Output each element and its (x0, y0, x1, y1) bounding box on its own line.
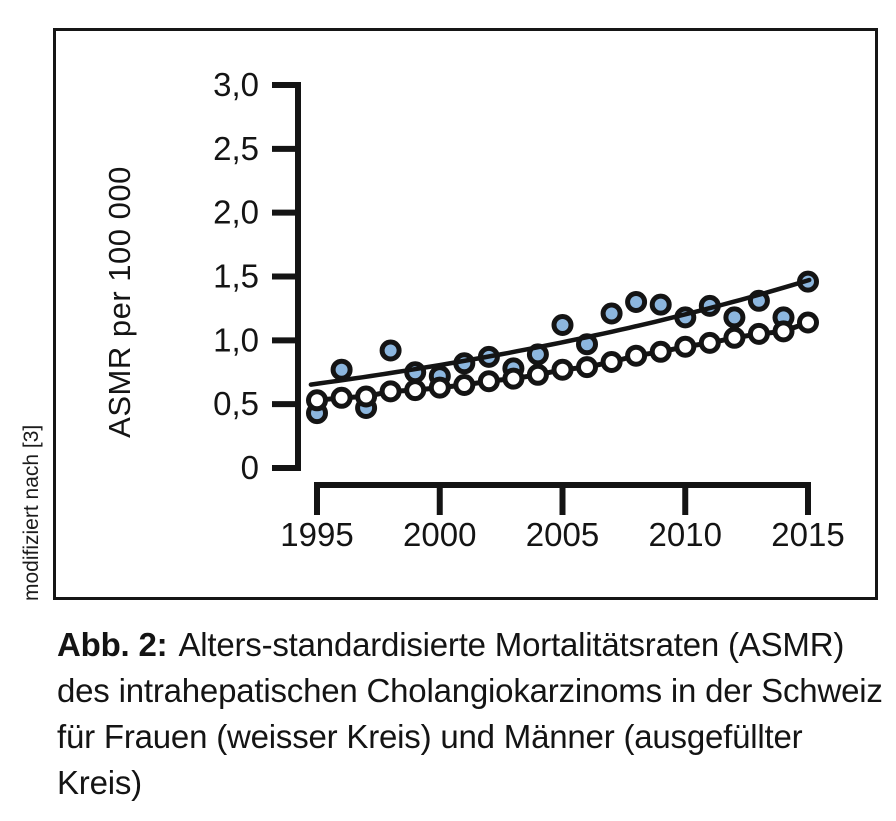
caption-label: Abb. 2: (57, 626, 168, 663)
women-point (797, 311, 819, 334)
caption-line: für Frauen (weisser Kreis) und Männer (a… (57, 718, 803, 755)
y-tick-label: 2,0 (213, 194, 259, 231)
women-point (526, 363, 549, 386)
women-point (698, 331, 721, 354)
chart-generated-content: 0 0,5 1,0 1,5 2,0 2,5 3,0 1995 2000 2005 2010 2015 (213, 66, 845, 553)
women-point (723, 326, 746, 349)
women-point (355, 385, 378, 408)
women-point (747, 322, 770, 345)
men-point (600, 302, 623, 325)
figure-panel: 0 0,5 1,0 1,5 2,0 2,5 3,0 1995 2000 2005 2010 2015 … (53, 28, 878, 600)
women-point (600, 351, 623, 373)
y-tick-label: 1,0 (213, 321, 259, 358)
women-point (379, 380, 402, 403)
men-point (551, 314, 574, 336)
women-point (453, 374, 476, 396)
y-axis-title: ASMR per 100 000 (102, 166, 137, 438)
y-tick-label: 2,5 (213, 130, 259, 167)
x-tick-label: 1995 (280, 516, 353, 553)
x-tick-label: 2005 (526, 516, 599, 553)
caption-text: Alters-standardisierte Mortalitätsraten … (178, 626, 845, 663)
women-point (625, 344, 648, 367)
men-point (649, 293, 672, 316)
y-tick-label: 0 (241, 449, 259, 486)
women-point (330, 386, 353, 409)
women-point (772, 320, 795, 343)
women-point (477, 370, 500, 393)
women-point (404, 379, 427, 402)
women-point (502, 367, 525, 390)
figure-caption: Abb. 2: Alters-standardisierte Mortalität… (57, 622, 885, 806)
y-tick-label: 1,5 (213, 258, 259, 295)
women-point (428, 376, 451, 399)
men-point (379, 339, 402, 362)
y-tick-label: 3,0 (213, 66, 259, 103)
caption-line: Abb. 2: Alters-standardisierte Mortalität… (57, 622, 885, 668)
women-point (551, 358, 574, 381)
y-tick-label: 0,5 (213, 385, 259, 422)
caption-line: Kreis) (57, 764, 142, 801)
women-point (674, 335, 697, 358)
men-point (625, 291, 648, 313)
women-point (306, 389, 328, 412)
women-point (576, 356, 598, 379)
women-point (649, 340, 672, 363)
x-tick-label: 2010 (649, 516, 722, 553)
men-trend-line (308, 277, 812, 387)
side-note-container: modifiziert nach [3] (20, 425, 43, 601)
caption-line: des intrahepatischen Cholangiokarzinoms … (57, 672, 883, 709)
x-tick-label: 2000 (403, 516, 476, 553)
x-tick-label: 2015 (771, 516, 844, 553)
side-note: modifiziert nach [3] (20, 425, 43, 601)
men-point (723, 306, 746, 329)
men-point (330, 358, 353, 381)
